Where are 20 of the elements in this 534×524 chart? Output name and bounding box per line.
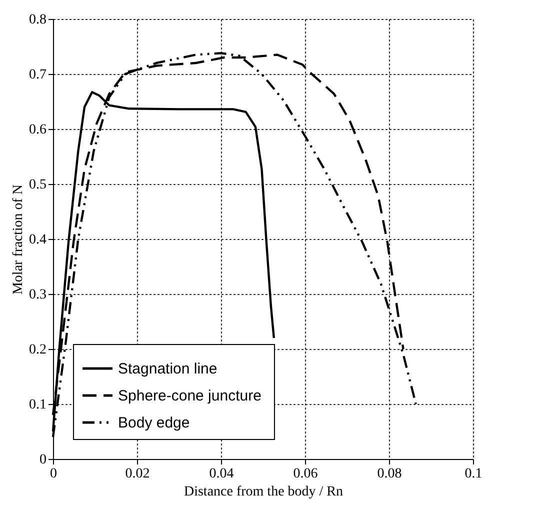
x-tick-label: 0.1	[464, 466, 482, 482]
x-tick-label: 0.08	[377, 466, 402, 482]
x-tick-label: 0	[50, 466, 57, 482]
x-tick-label: 0.04	[209, 466, 234, 482]
y-tick-label: 0.2	[29, 342, 46, 358]
y-tick-label: 0	[40, 452, 46, 468]
y-tick-label: 0.5	[29, 178, 46, 192]
y-axis-title: Molar fraction of N	[11, 184, 26, 295]
legend-label: Body edge	[118, 414, 190, 432]
y-tick-label: 0.3	[29, 288, 46, 302]
x-axis-title: Distance from the body / Rn	[184, 484, 344, 500]
y-tick-label: 0.8	[29, 12, 46, 28]
legend-label: Stagnation line	[118, 360, 218, 378]
legend-label: Sphere-cone juncture	[118, 388, 262, 404]
y-tick-label: 0.6	[29, 122, 46, 138]
x-tick-label: 0.06	[293, 466, 318, 482]
y-tick-label: 0.1	[29, 398, 46, 412]
y-tick-label: 0.4	[29, 232, 46, 248]
x-tick-label: 0.02	[125, 466, 150, 482]
y-tick-label: 0.7	[29, 68, 46, 82]
